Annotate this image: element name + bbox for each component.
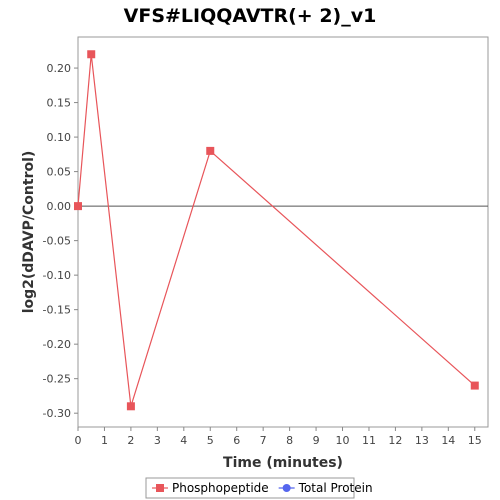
series-layer: [74, 50, 479, 411]
legend-label: Phosphopeptide: [172, 481, 269, 495]
x-axis-ticks: 0 1 2 3 4 5 6 7 8 9 10 11 12 13 14 15: [75, 427, 482, 447]
x-tick-label: 7: [260, 434, 267, 447]
x-tick-label: 15: [468, 434, 482, 447]
data-point: [206, 146, 215, 155]
legend-box: [145, 477, 355, 499]
x-tick-label: 6: [233, 434, 240, 447]
y-tick-label: -0.25: [43, 373, 71, 386]
x-tick-label: 11: [362, 434, 376, 447]
y-tick-label: 0.20: [47, 62, 72, 75]
x-tick-label: 1: [101, 434, 108, 447]
x-tick-label: 12: [388, 434, 402, 447]
x-tick-label: 5: [207, 434, 214, 447]
legend-marker: [282, 484, 291, 492]
plot-area: [77, 36, 489, 428]
data-point: [126, 402, 135, 411]
y-axis-ticks: 0.20 0.15 0.10 0.05 0.00 -0.05 -0.10 -0.15 -0.20…: [43, 62, 78, 420]
legend: Phosphopeptide Total Protein: [145, 477, 373, 499]
y-tick-label: -0.05: [43, 235, 71, 248]
x-tick-label: 13: [415, 434, 429, 447]
y-tick-label: 0.00: [47, 200, 72, 213]
x-tick-label: 0: [75, 434, 82, 447]
legend-marker: [156, 484, 164, 492]
data-point: [87, 50, 96, 59]
y-tick-label: -0.30: [43, 407, 71, 420]
y-tick-label: 0.10: [47, 131, 72, 144]
legend-label: Total Protein: [298, 481, 373, 495]
x-tick-label: 10: [336, 434, 350, 447]
y-tick-label: -0.10: [43, 269, 71, 282]
y-tick-label: -0.15: [43, 304, 71, 317]
x-tick-label: 9: [313, 434, 320, 447]
x-tick-label: 2: [127, 434, 134, 447]
data-point: [74, 202, 82, 211]
y-axis-label: log2(dDAVP/Control): [21, 151, 37, 314]
y-tick-label: 0.15: [47, 97, 72, 110]
x-tick-label: 3: [154, 434, 161, 447]
y-tick-label: -0.20: [43, 338, 71, 351]
x-tick-label: 14: [441, 434, 455, 447]
x-tick-label: 4: [180, 434, 187, 447]
x-axis-label: Time (minutes): [223, 455, 343, 471]
x-tick-label: 8: [286, 434, 293, 447]
chart-title: VFS#LIQQAVTR(+ 2)_v1: [124, 5, 377, 27]
data-point: [470, 381, 479, 390]
y-tick-label: 0.05: [47, 166, 72, 179]
